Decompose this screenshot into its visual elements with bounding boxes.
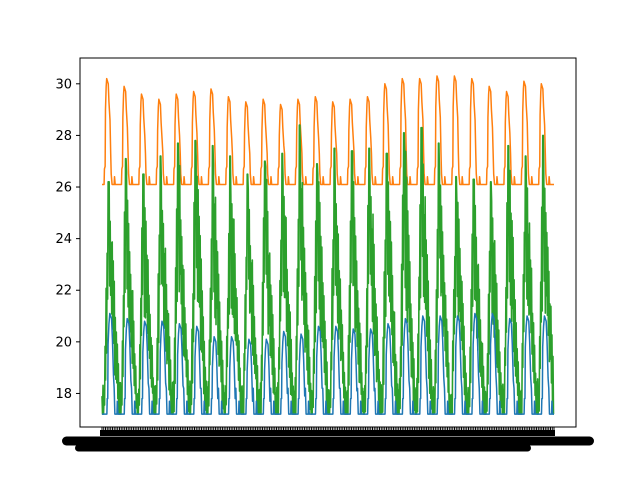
y-tick-label: 30	[55, 77, 72, 92]
x-tick-marks-dense	[100, 430, 555, 436]
y-axis: 18 20 22 24 26 28 30	[55, 77, 80, 402]
axes-frame	[79, 57, 577, 428]
x-tick-labels-overlapping	[75, 444, 531, 452]
y-tick-label: 22	[55, 284, 72, 299]
x-axis	[62, 427, 594, 452]
y-tick-label: 20	[55, 335, 72, 350]
plot-area	[101, 75, 555, 415]
x-tick-labels-overlapping	[62, 436, 594, 446]
y-tick-label: 28	[55, 129, 72, 144]
y-tick-label: 26	[55, 181, 72, 196]
y-tick-label: 18	[55, 387, 72, 402]
y-tick-label: 24	[55, 232, 72, 247]
series-line	[101, 124, 555, 415]
series-line	[102, 75, 554, 186]
series-line	[102, 312, 554, 415]
